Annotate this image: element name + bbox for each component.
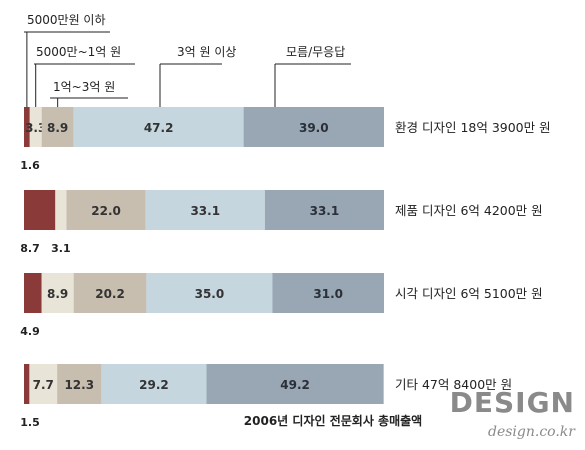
bar-segment — [146, 273, 273, 313]
bar-segment — [101, 364, 207, 404]
bar-row: 1.5 7.7 12.3 29.2 49.2 기타 47억 8400만 원 — [20, 364, 512, 429]
bar-segment — [24, 273, 42, 313]
legend-item: 5000만원 이하 — [24, 13, 110, 110]
legend-label: 5000만~1억 원 — [36, 45, 121, 59]
bar-row: 8.7 3.1 22.0 33.1 33.1 제품 디자인 6억 4200만 원 — [20, 190, 543, 255]
bar-segment — [145, 190, 265, 230]
data-label: 4.9 — [20, 325, 40, 338]
bar-segment — [73, 107, 244, 147]
data-label: 33.1 — [310, 204, 340, 218]
category-label: 환경 디자인 18억 3900만 원 — [395, 120, 551, 135]
data-label: 49.2 — [280, 378, 310, 392]
bar-segment — [55, 190, 67, 230]
brand-site-text: design.co.kr — [488, 424, 576, 440]
data-label: 20.2 — [95, 287, 125, 301]
legend-item: 3억 원 이상 — [159, 45, 236, 110]
legend-item: 1억~3억 원 — [50, 80, 128, 110]
data-label: 8.9 — [47, 121, 68, 135]
data-label: 8.7 — [20, 242, 40, 255]
data-label: 3.3 — [25, 121, 46, 135]
category-label: 제품 디자인 6억 4200만 원 — [395, 203, 543, 218]
bar-segment — [66, 190, 146, 230]
bar-segment — [41, 273, 74, 313]
bar-segment — [264, 190, 384, 230]
data-label: 35.0 — [195, 287, 225, 301]
legend-label: 3억 원 이상 — [177, 45, 236, 59]
bar-segment — [29, 364, 58, 404]
category-label: 기타 47억 8400만 원 — [395, 377, 512, 392]
legend-label: 모름/무응답 — [286, 45, 345, 59]
bar-segment — [57, 364, 102, 404]
bar-row: 4.9 8.9 20.2 35.0 31.0 시각 디자인 6억 5100만 원 — [20, 273, 543, 338]
data-label: 33.1 — [190, 204, 220, 218]
legend: 5000만원 이하 5000만~1억 원 1억~3억 원 3억 원 이상 모름/무응답 — [24, 13, 351, 110]
bar-segment — [206, 364, 384, 404]
legend-item: 5000만~1억 원 — [34, 45, 135, 110]
bar-segment — [41, 107, 74, 147]
data-label: 7.7 — [33, 378, 54, 392]
data-label: 31.0 — [313, 287, 343, 301]
data-label: 12.3 — [64, 378, 94, 392]
legend-label: 5000만원 이하 — [27, 13, 106, 27]
bar-segment — [243, 107, 384, 147]
data-label: 22.0 — [91, 204, 121, 218]
data-label: 39.0 — [299, 121, 329, 135]
bar-segment — [272, 273, 384, 313]
legend-label: 1억~3억 원 — [53, 80, 115, 94]
data-label: 29.2 — [139, 378, 169, 392]
bar-row: 1.6 3.3 8.9 47.2 39.0 환경 디자인 18억 3900만 원 — [20, 107, 551, 172]
bar-segment — [24, 364, 30, 404]
data-label: 1.5 — [20, 416, 40, 429]
category-label: 시각 디자인 6억 5100만 원 — [395, 286, 543, 301]
bars: 1.63.3 8.9 47.2 39.0 환경 디자인 18억 3900만 원8.7 3.… — [20, 107, 551, 429]
data-label: 1.6 — [20, 159, 40, 172]
legend-item: 모름/무응답 — [274, 45, 351, 110]
data-label: 3.1 — [51, 242, 71, 255]
bar-segment — [29, 107, 42, 147]
bar-segment — [73, 273, 147, 313]
data-label: 47.2 — [144, 121, 174, 135]
chart-caption: 2006년 디자인 전문회사 총매출액 — [244, 413, 422, 428]
brand-logo-text: DESIGN — [450, 386, 575, 419]
bar-segment — [24, 190, 56, 230]
data-label: 8.9 — [47, 287, 68, 301]
bar-segment — [24, 107, 30, 147]
